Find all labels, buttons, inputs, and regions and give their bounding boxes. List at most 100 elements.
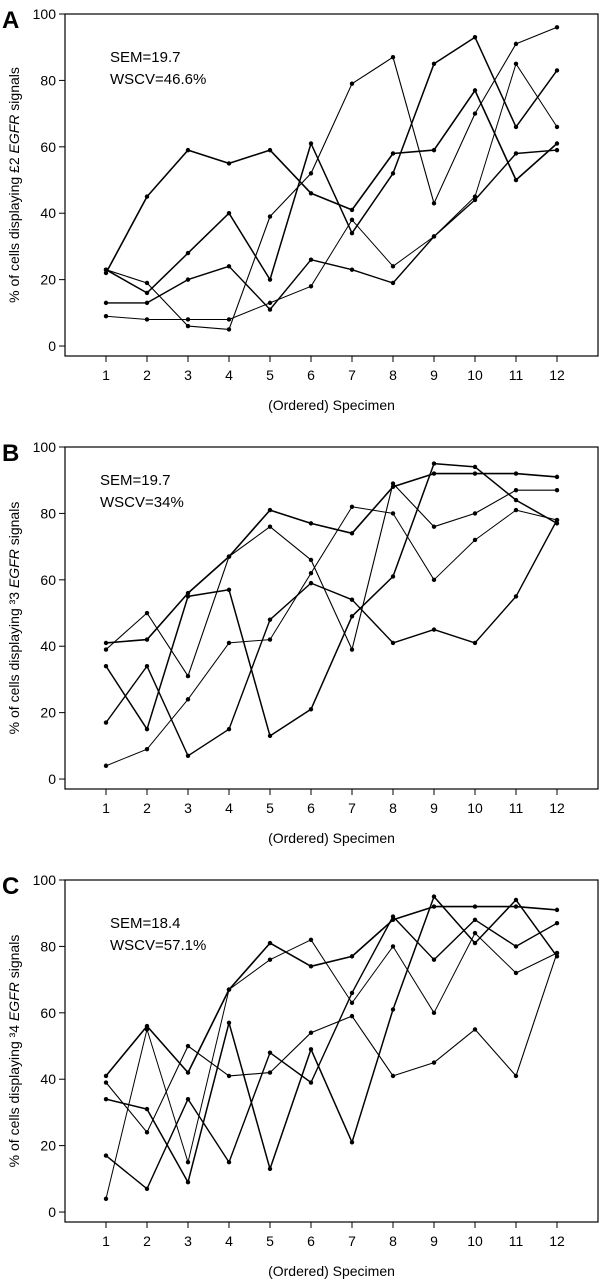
x-tick-label: 6 bbox=[307, 800, 315, 816]
data-point bbox=[267, 277, 273, 282]
series-line bbox=[105, 36, 558, 294]
x-tick-label: 4 bbox=[225, 367, 233, 383]
series-line bbox=[105, 952, 558, 1133]
y-tick-label: 40 bbox=[40, 638, 56, 654]
series-line bbox=[105, 63, 558, 320]
data-point bbox=[185, 317, 191, 322]
data-point bbox=[431, 61, 437, 67]
data-point bbox=[308, 1047, 314, 1052]
plot-frame bbox=[64, 879, 599, 1223]
series-line bbox=[105, 915, 558, 1190]
y-tick-label: 60 bbox=[40, 1005, 56, 1021]
wscv-annotation: WSCV=57.1% bbox=[110, 937, 206, 954]
x-tick-label: 11 bbox=[509, 1233, 524, 1249]
data-point bbox=[390, 264, 396, 269]
data-point bbox=[144, 637, 150, 642]
data-point bbox=[554, 954, 560, 959]
series-2 bbox=[103, 25, 560, 332]
data-point bbox=[267, 637, 273, 642]
x-tick-label: 3 bbox=[184, 1233, 192, 1249]
data-point bbox=[513, 151, 519, 156]
data-point bbox=[267, 147, 273, 153]
data-point bbox=[513, 487, 519, 493]
data-point bbox=[267, 1166, 273, 1172]
data-point bbox=[513, 904, 519, 909]
data-point bbox=[554, 907, 560, 913]
data-point bbox=[103, 720, 109, 725]
data-point bbox=[185, 753, 191, 758]
data-point bbox=[472, 904, 478, 909]
data-point bbox=[103, 663, 109, 669]
x-tick-label: 6 bbox=[307, 367, 315, 383]
x-axis-label: (Ordered) Specimen bbox=[268, 1263, 395, 1279]
y-tick-label: 0 bbox=[48, 338, 56, 354]
data-point bbox=[554, 920, 560, 926]
data-point bbox=[267, 957, 273, 962]
data-point bbox=[144, 1106, 150, 1112]
data-point bbox=[185, 673, 191, 679]
data-point bbox=[431, 957, 437, 962]
data-point bbox=[267, 940, 273, 946]
data-point bbox=[267, 1050, 273, 1055]
y-tick-label: 60 bbox=[40, 572, 56, 588]
data-point bbox=[349, 597, 355, 602]
data-point bbox=[226, 1160, 232, 1165]
data-point bbox=[308, 191, 314, 196]
data-point bbox=[513, 1073, 519, 1079]
data-point bbox=[349, 207, 355, 213]
y-tick-label: 20 bbox=[40, 272, 56, 288]
x-tick-label: 11 bbox=[509, 800, 524, 816]
data-point bbox=[390, 574, 396, 579]
data-point bbox=[267, 300, 273, 306]
x-tick-label: 1 bbox=[102, 800, 110, 816]
y-tick-label: 0 bbox=[48, 1204, 56, 1220]
data-point bbox=[185, 277, 191, 282]
x-tick-label: 6 bbox=[307, 1233, 315, 1249]
x-tick-label: 2 bbox=[143, 800, 151, 816]
data-point bbox=[267, 733, 273, 739]
data-point bbox=[472, 35, 478, 40]
data-point bbox=[513, 41, 519, 47]
data-point bbox=[431, 471, 437, 476]
data-point bbox=[513, 497, 519, 503]
data-point bbox=[267, 617, 273, 622]
y-tick-label: 60 bbox=[40, 139, 56, 155]
data-point bbox=[472, 537, 478, 543]
data-point bbox=[144, 727, 150, 732]
data-point bbox=[103, 270, 109, 276]
series-line bbox=[106, 149, 558, 311]
y-tick-label: 80 bbox=[40, 938, 56, 954]
data-point bbox=[472, 471, 478, 476]
y-tick-label: 40 bbox=[40, 1071, 56, 1087]
data-point bbox=[554, 474, 560, 480]
series-line bbox=[105, 519, 558, 757]
data-point bbox=[554, 68, 560, 73]
y-axis-label: % of cells displaying £2 EGFR signals bbox=[6, 67, 22, 303]
data-point bbox=[267, 214, 273, 219]
series-3 bbox=[103, 147, 560, 312]
data-point bbox=[390, 151, 396, 156]
data-point bbox=[513, 124, 519, 130]
data-point bbox=[103, 647, 109, 652]
series-4 bbox=[103, 35, 560, 296]
data-point bbox=[308, 570, 314, 576]
data-point bbox=[349, 230, 355, 236]
data-point bbox=[185, 590, 191, 596]
y-tick-label: 20 bbox=[40, 705, 56, 721]
series-line bbox=[105, 26, 558, 330]
data-point bbox=[349, 81, 355, 86]
data-point bbox=[226, 987, 232, 992]
x-tick-label: 4 bbox=[225, 800, 233, 816]
data-point bbox=[513, 177, 519, 183]
data-point bbox=[554, 124, 560, 130]
series-3 bbox=[103, 914, 560, 1191]
data-point bbox=[390, 1007, 396, 1012]
data-point bbox=[349, 614, 355, 619]
data-point bbox=[472, 930, 478, 936]
data-point bbox=[185, 1096, 191, 1102]
data-point bbox=[185, 1179, 191, 1185]
series-5 bbox=[103, 504, 560, 768]
data-point bbox=[431, 627, 437, 632]
